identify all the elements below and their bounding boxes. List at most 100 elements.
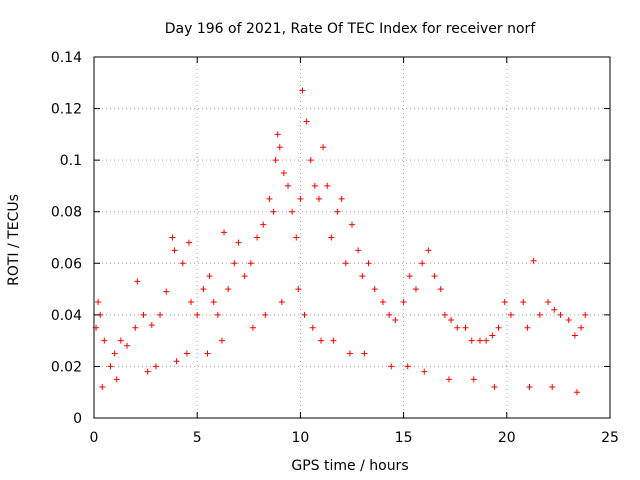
data-point: [194, 311, 201, 318]
grid: [94, 57, 610, 418]
x-tick-label: 5: [193, 430, 202, 446]
data-point: [111, 350, 118, 357]
x-tick-label: 20: [498, 430, 516, 446]
data-point: [299, 87, 306, 94]
data-point: [437, 286, 444, 293]
data-point: [301, 311, 308, 318]
data-point: [495, 324, 502, 331]
y-tick-label: 0: [73, 411, 82, 427]
data-point: [431, 273, 438, 280]
data-point: [262, 311, 269, 318]
data-point: [565, 317, 572, 324]
data-point: [400, 298, 407, 305]
data-point: [148, 322, 155, 329]
data-point: [266, 195, 273, 202]
data-point: [412, 286, 419, 293]
data-point: [342, 260, 349, 267]
data-point: [355, 247, 362, 254]
data-point: [571, 332, 578, 339]
data-point: [169, 234, 176, 241]
data-point: [491, 384, 498, 391]
data-point: [152, 363, 159, 370]
data-point: [214, 311, 221, 318]
y-tick-label: 0.08: [51, 205, 82, 221]
x-tick-label: 15: [395, 430, 413, 446]
data-point: [157, 311, 164, 318]
x-tick-label: 25: [601, 430, 619, 446]
data-point: [462, 324, 469, 331]
x-tick-label: 10: [291, 430, 309, 446]
plot-frame: [93, 56, 611, 419]
data-point: [101, 337, 108, 344]
data-point: [297, 195, 304, 202]
data-point: [272, 157, 279, 164]
data-point: [163, 288, 170, 295]
data-point: [448, 317, 455, 324]
data-point: [144, 368, 151, 375]
data-point: [218, 337, 225, 344]
data-point: [582, 311, 589, 318]
data-point: [454, 324, 461, 331]
y-tick-label: 0.02: [51, 359, 82, 375]
data-point: [501, 298, 508, 305]
data-point: [254, 234, 261, 241]
data-point: [274, 131, 281, 138]
data-point: [483, 337, 490, 344]
data-point: [359, 273, 366, 280]
data-point: [231, 260, 238, 267]
data-point: [476, 337, 483, 344]
data-point: [117, 337, 124, 344]
data-point: [530, 257, 537, 264]
data-point: [200, 286, 207, 293]
data-point: [549, 384, 556, 391]
data-point: [489, 332, 496, 339]
data-point: [295, 286, 302, 293]
data-point: [419, 260, 426, 267]
data-point: [293, 234, 300, 241]
data-point: [260, 221, 267, 228]
data-point: [188, 298, 195, 305]
axis-ticks: 0 5 10 15 20 25 0 0.02 0.04 0.06 0.08 0.1 0.12 0.14: [51, 50, 619, 446]
data-point: [334, 208, 341, 215]
y-axis-label: ROTI / TECUs: [6, 194, 22, 286]
data-point: [468, 337, 475, 344]
data-point: [113, 376, 120, 383]
data-point: [185, 239, 192, 246]
data-point: [361, 350, 368, 357]
data-point: [386, 311, 393, 318]
data-points: [93, 87, 589, 396]
data-point: [573, 389, 580, 396]
y-tick-label: 0.06: [51, 256, 82, 272]
data-point: [99, 384, 106, 391]
data-point: [303, 118, 310, 125]
data-point: [249, 324, 256, 331]
data-point: [225, 286, 232, 293]
data-point: [507, 311, 514, 318]
data-point: [132, 324, 139, 331]
data-point: [557, 311, 564, 318]
data-point: [392, 317, 399, 324]
data-point: [95, 298, 102, 305]
data-point: [285, 182, 292, 189]
data-point: [276, 144, 283, 151]
y-tick-label: 0.1: [60, 153, 82, 169]
data-point: [140, 311, 147, 318]
data-point: [578, 324, 585, 331]
data-point: [338, 195, 345, 202]
data-point: [318, 337, 325, 344]
data-point: [330, 337, 337, 344]
data-point: [311, 182, 318, 189]
data-point: [524, 324, 531, 331]
data-point: [210, 298, 217, 305]
y-tick-label: 0.04: [51, 308, 82, 324]
data-point: [183, 350, 190, 357]
data-point: [315, 195, 322, 202]
data-point: [551, 306, 558, 313]
data-point: [309, 324, 316, 331]
data-point: [270, 208, 277, 215]
data-point: [470, 376, 477, 383]
data-point: [124, 342, 131, 349]
data-point: [320, 144, 327, 151]
data-point: [171, 247, 178, 254]
data-point: [349, 221, 355, 228]
